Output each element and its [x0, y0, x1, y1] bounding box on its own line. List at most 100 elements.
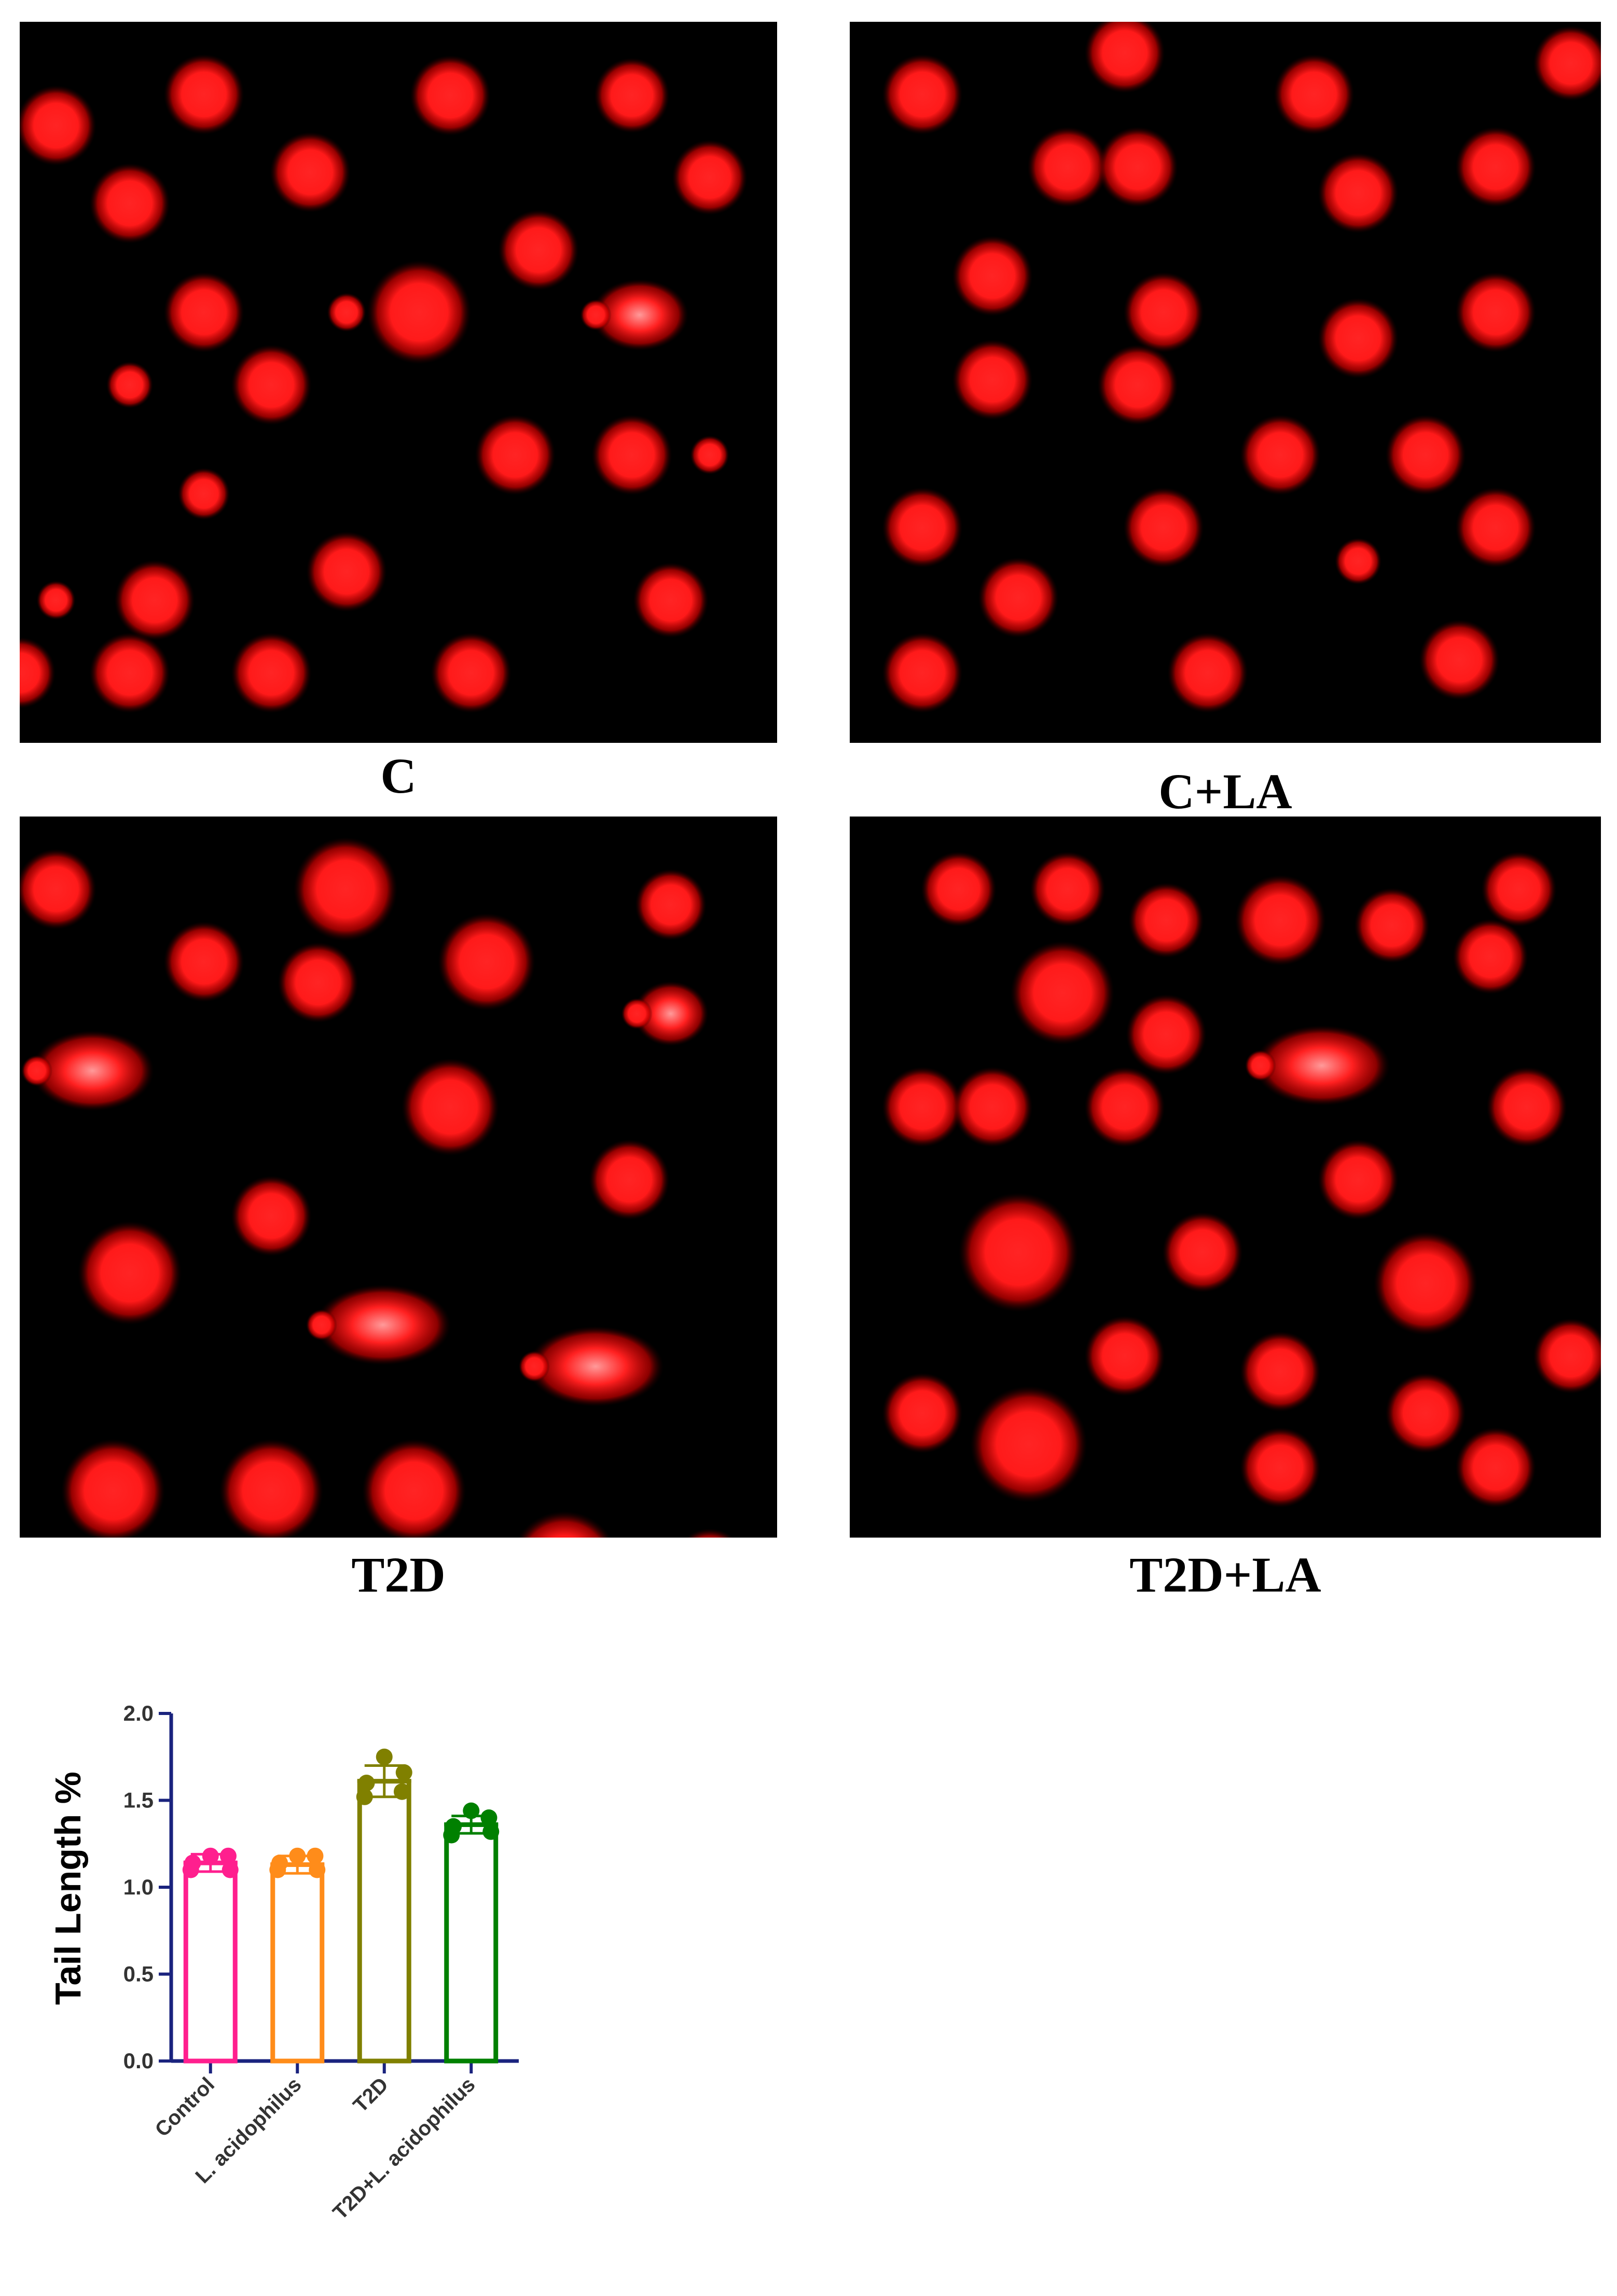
comet-cell: [1126, 994, 1207, 1075]
comet-cell: [89, 632, 170, 713]
data-point: [393, 1783, 410, 1800]
data-point: [480, 1809, 497, 1826]
comet-cell: [1240, 1427, 1321, 1508]
comet-cell: [1455, 272, 1536, 353]
bar: [357, 1779, 411, 2064]
comet-head: [518, 1351, 550, 1382]
comet-cell: [1455, 487, 1536, 568]
comet-cell: [1253, 1025, 1390, 1106]
comet-cell: [1455, 1427, 1536, 1508]
comet-cell: [1486, 1067, 1567, 1147]
comet-head: [1245, 1050, 1276, 1081]
y-tick-label: 0.0: [123, 2049, 154, 2073]
comet-cell: [1481, 851, 1557, 927]
data-point: [445, 1818, 462, 1835]
micrograph-c: [20, 22, 777, 743]
comet-cell: [959, 1193, 1078, 1312]
comet-cell: [61, 1439, 165, 1538]
data-point: [184, 1855, 201, 1872]
comet-cell: [1128, 882, 1204, 958]
comet-cell: [278, 942, 358, 1023]
comet-head: [21, 1055, 53, 1086]
micrograph-t2d-la: [850, 817, 1601, 1538]
comet-cell: [594, 58, 670, 133]
y-tick-label: 2.0: [123, 1701, 154, 1725]
data-point: [395, 1764, 412, 1781]
y-tick-label: 1.5: [123, 1788, 154, 1813]
comet-cell: [89, 163, 170, 244]
comet-cell: [1162, 1212, 1243, 1293]
comet-cell: [475, 414, 556, 495]
comet-cell: [589, 1139, 670, 1220]
comet-cell: [1097, 127, 1178, 208]
comet-cell: [1097, 344, 1178, 425]
micrograph-c-la: [850, 22, 1601, 743]
comet-cell: [163, 54, 244, 135]
comet-cell: [978, 557, 1059, 638]
comet-cell: [1084, 22, 1165, 93]
comet-cell: [921, 851, 997, 927]
data-point: [219, 1847, 237, 1864]
comet-cell: [1385, 1373, 1466, 1454]
comet-cell: [410, 55, 491, 136]
comet-head: [580, 299, 612, 330]
comet-cell: [635, 869, 707, 940]
comet-cell: [270, 132, 351, 213]
comet-cell: [36, 580, 76, 620]
y-axis-label: Tail Length %: [48, 1772, 88, 2005]
x-tick-label: T2D+L. acidophilus: [328, 2073, 479, 2224]
comet-cell: [1374, 1232, 1477, 1335]
comet-cell: [1030, 851, 1105, 927]
bar: [444, 1822, 499, 2064]
comet-head: [621, 998, 653, 1029]
comet-cell: [1385, 414, 1466, 495]
y-tick-label: 0.5: [123, 1962, 154, 1986]
comet-cell: [517, 1511, 612, 1538]
data-point: [309, 1861, 326, 1878]
comet-cell: [106, 362, 153, 408]
comet-cell: [527, 1326, 664, 1407]
comet-cell: [231, 1175, 312, 1256]
data-point: [356, 1788, 373, 1805]
bar: [183, 1860, 238, 2064]
comet-cell: [1274, 54, 1355, 135]
data-point: [222, 1861, 239, 1878]
comet-cell: [1123, 272, 1204, 353]
comet-cell: [1354, 888, 1430, 963]
comet-cell: [1533, 25, 1601, 101]
comet-cells-c-la: [882, 22, 1601, 713]
comet-cell: [1318, 298, 1399, 379]
comet-head: [306, 1309, 337, 1340]
y-tick-label: 1.0: [123, 1875, 154, 1899]
comet-cell: [1084, 1316, 1165, 1396]
comet-cells-t2d-la: [882, 851, 1601, 1508]
data-point: [202, 1847, 219, 1864]
comet-cell: [882, 632, 963, 713]
panel-label-c: C: [380, 748, 417, 804]
comet-cell: [178, 468, 230, 520]
comet-cell: [438, 913, 535, 1011]
comet-cell: [970, 1386, 1087, 1503]
x-tick-label: T2D: [349, 2073, 393, 2117]
comet-cell: [1123, 487, 1204, 568]
comet-cell: [367, 260, 471, 364]
comet-cell: [498, 210, 579, 291]
comet-cell: [431, 632, 512, 713]
comet-cell: [314, 1284, 451, 1365]
comet-cell: [591, 279, 688, 351]
data-point: [376, 1748, 393, 1765]
comet-cell: [685, 1528, 735, 1538]
comet-cell: [1533, 1318, 1601, 1394]
comet-cell: [1235, 875, 1326, 966]
comet-cell: [952, 339, 1033, 420]
comet-cell: [690, 435, 729, 475]
panel-label-t2d: T2D: [351, 1547, 446, 1602]
comet-cell: [306, 531, 387, 612]
comet-cell: [231, 344, 312, 425]
comet-cell: [163, 921, 244, 1002]
comet-cell: [219, 1439, 323, 1538]
comet-cell: [1027, 127, 1108, 208]
comet-cell: [882, 1067, 963, 1147]
x-tick-label: Control: [150, 2073, 219, 2141]
comet-cell: [1455, 127, 1536, 208]
